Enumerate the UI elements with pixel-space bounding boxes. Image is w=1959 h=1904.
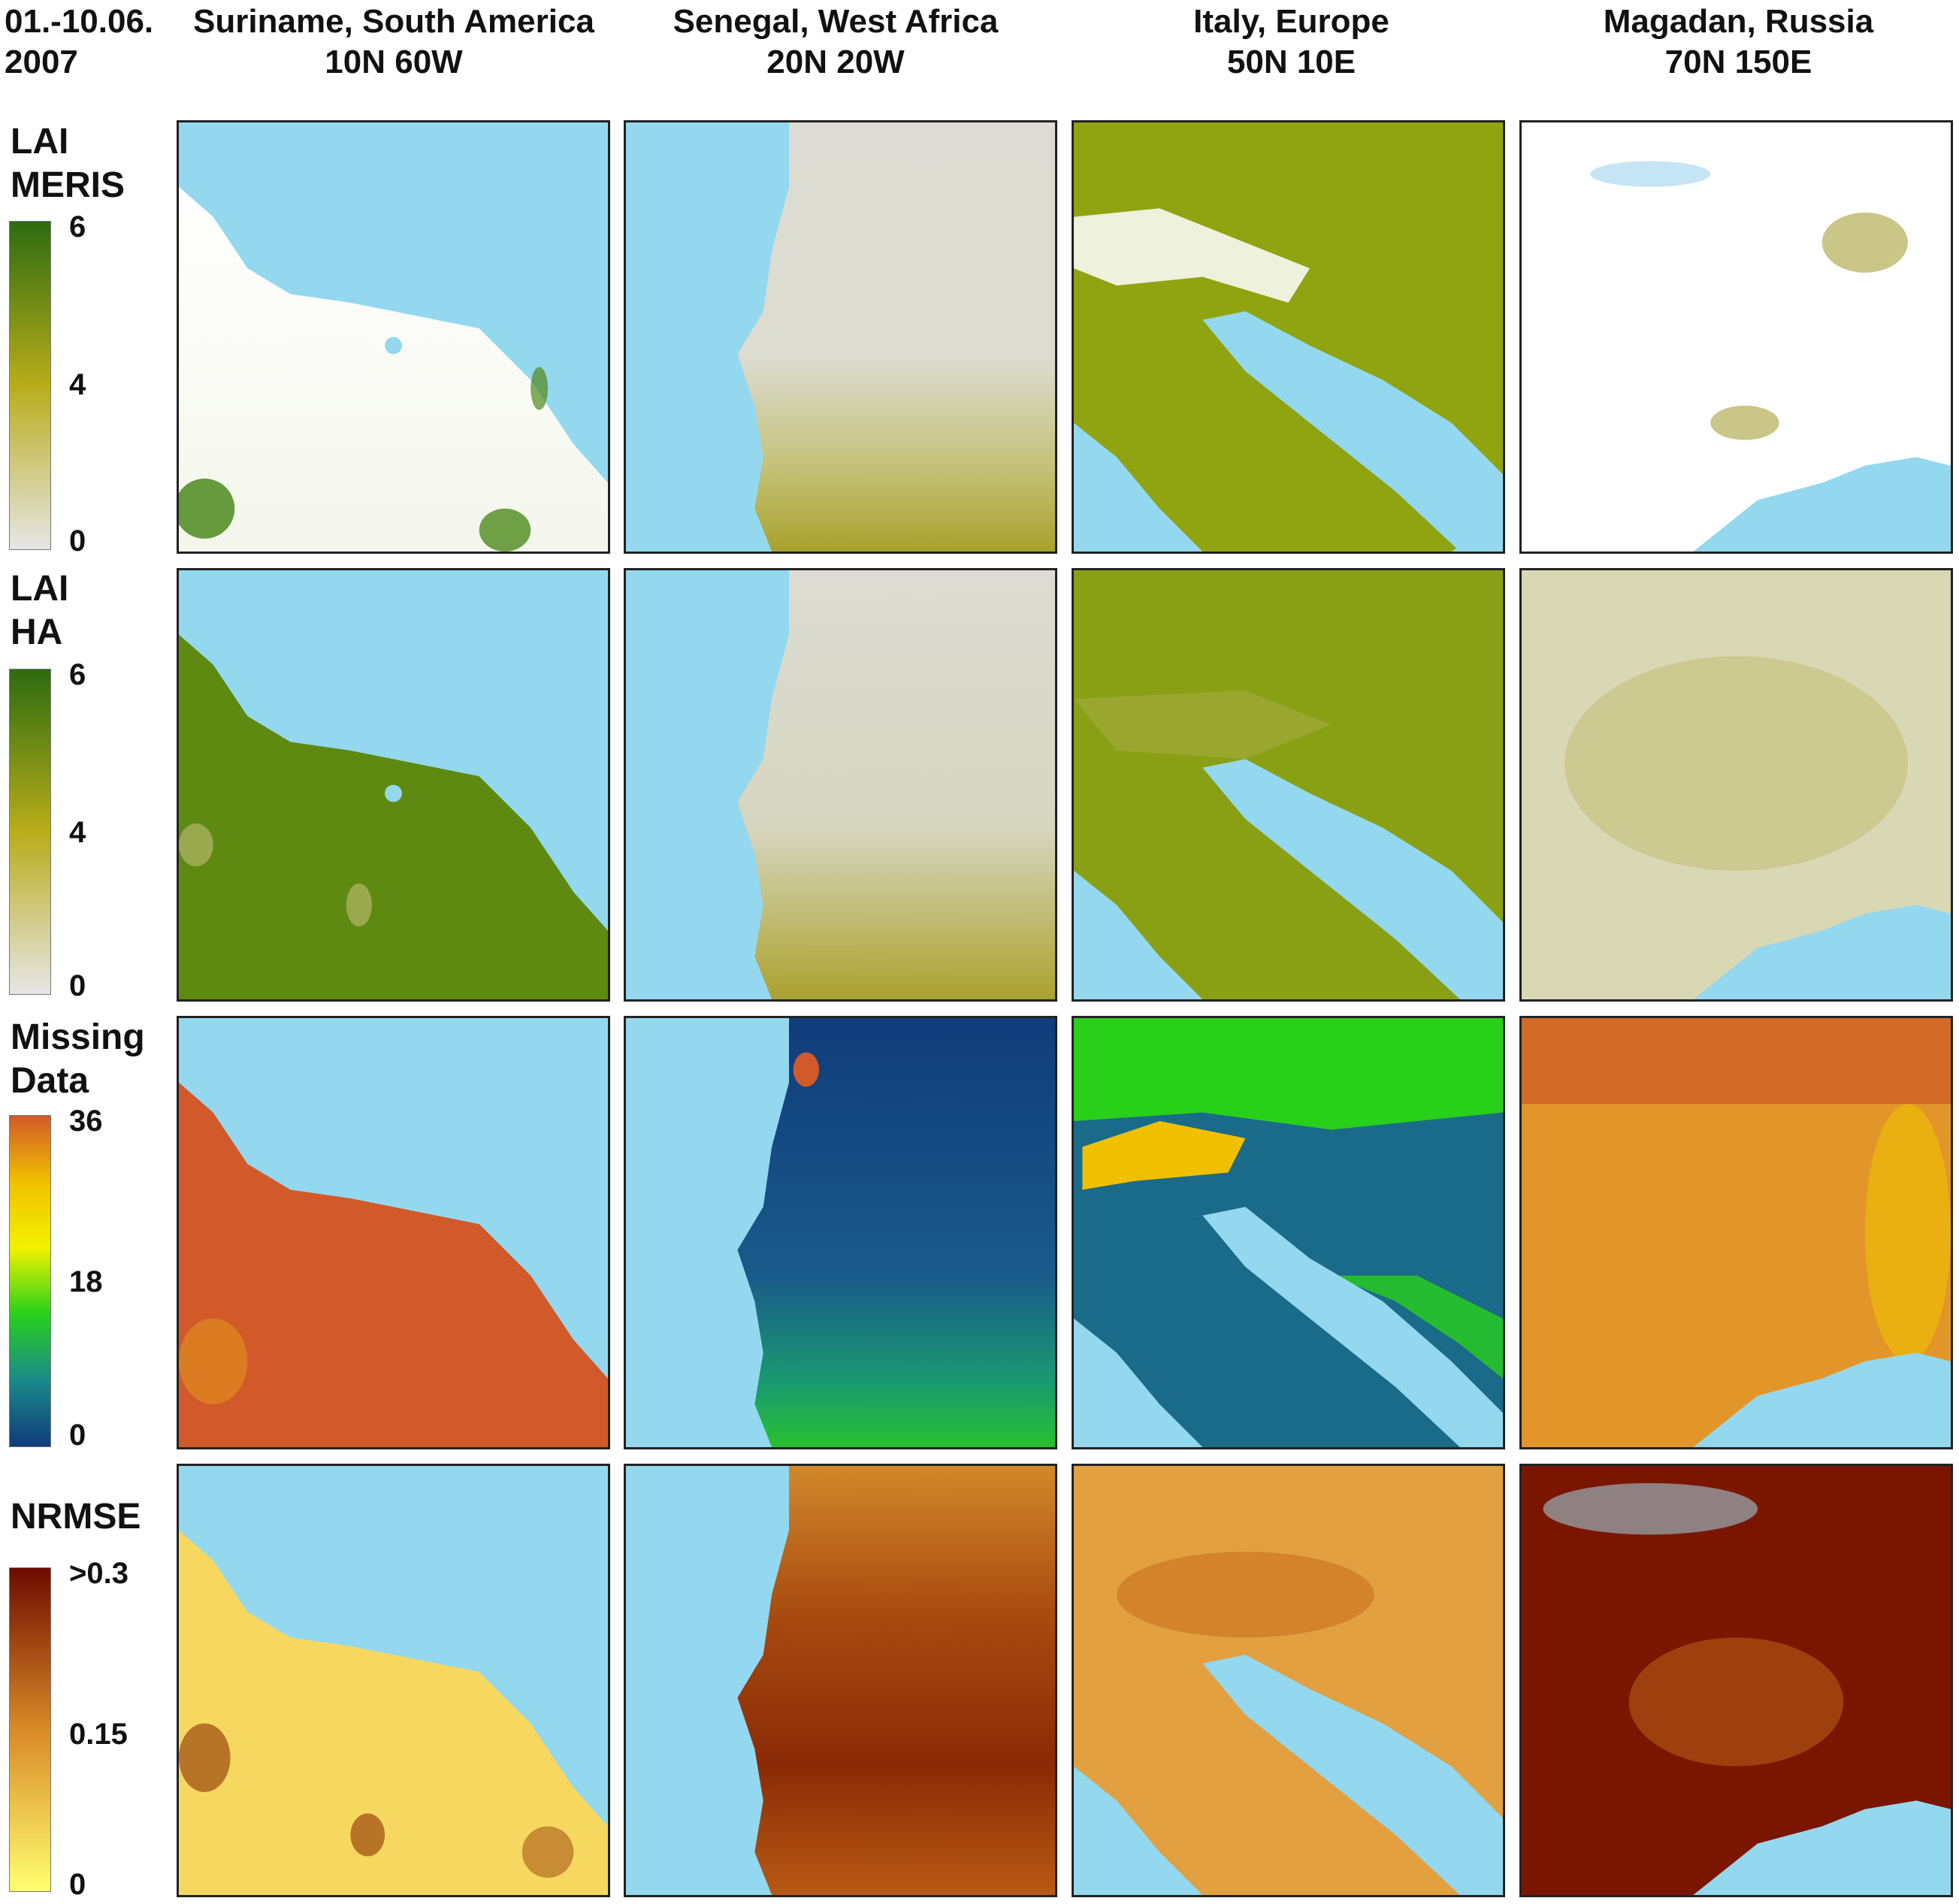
colorbar-tick-mid: 4 xyxy=(69,816,86,849)
map-senegal-lai-ha xyxy=(624,568,1057,1002)
column-header-italy: Italy, Europe 50N 10E xyxy=(1075,2,1508,83)
colorbar-tick-mid: 18 xyxy=(69,1265,103,1298)
row-label-line1: NRMSE xyxy=(11,1497,141,1537)
row-label-lai-meris: LAI MERIS xyxy=(11,120,125,207)
colorbar-tick-bottom: 0 xyxy=(69,969,86,1002)
colorbar-tick-top: 6 xyxy=(69,658,86,691)
column-title: Senegal, West Africa xyxy=(673,3,999,40)
row-label-nrmse: NRMSE xyxy=(11,1495,141,1539)
column-coords: 10N 60W xyxy=(325,44,463,80)
row-label-lai-ha: LAI HA xyxy=(11,567,68,654)
row-label-line2: Data xyxy=(11,1061,89,1101)
column-coords: 70N 150E xyxy=(1664,44,1812,80)
colorbar-lai-ha xyxy=(9,669,51,995)
colorbar-tick-top: 6 xyxy=(69,210,86,243)
row-label-line1: LAI xyxy=(11,569,69,609)
map-italy-nrmse xyxy=(1072,1464,1505,1897)
date-line2: 2007 xyxy=(5,44,78,80)
colorbar-tick-top: 36 xyxy=(69,1105,103,1138)
colorbar-tick-bottom: 0 xyxy=(69,1419,86,1452)
map-suriname-nrmse xyxy=(177,1464,610,1897)
colorbar-tick-bottom: 0 xyxy=(69,524,86,558)
column-header-magadan: Magadan, Russia 70N 150E xyxy=(1522,2,1955,83)
column-title: Italy, Europe xyxy=(1193,3,1389,40)
date-line1: 01.-10.06. xyxy=(5,3,154,40)
row-label-line1: LAI xyxy=(11,122,69,162)
colorbar-tick-top: >0.3 xyxy=(69,1557,128,1590)
row-label-line1: Missing xyxy=(11,1017,145,1057)
map-italy-lai-meris xyxy=(1072,120,1505,554)
colorbar-nrmse xyxy=(9,1567,51,1892)
colorbar-tick-mid: 0.15 xyxy=(69,1718,128,1751)
map-magadan-lai-meris xyxy=(1519,120,1953,554)
colorbar-tick-bottom: 0 xyxy=(69,1868,86,1901)
map-suriname-missing-data xyxy=(177,1016,610,1449)
column-header-senegal: Senegal, West Africa 20N 20W xyxy=(625,2,1046,83)
map-senegal-missing-data xyxy=(624,1016,1057,1449)
column-title: Suriname, South America xyxy=(193,3,594,40)
map-suriname-lai-ha xyxy=(177,568,610,1002)
column-title: Magadan, Russia xyxy=(1603,3,1874,40)
column-coords: 20N 20W xyxy=(766,44,905,80)
colorbar-lai-meris xyxy=(9,221,51,550)
map-magadan-nrmse xyxy=(1519,1464,1953,1897)
row-label-line2: HA xyxy=(11,612,63,652)
colorbar-missing-data xyxy=(9,1115,51,1447)
map-suriname-lai-meris xyxy=(177,120,610,554)
map-italy-lai-ha xyxy=(1072,568,1505,1002)
map-magadan-missing-data xyxy=(1519,1016,1953,1449)
row-label-line2: MERIS xyxy=(11,165,125,205)
map-magadan-lai-ha xyxy=(1519,568,1953,1002)
column-header-suriname: Suriname, South America 10N 60W xyxy=(180,2,607,83)
map-senegal-nrmse xyxy=(624,1464,1057,1897)
colorbar-tick-mid: 4 xyxy=(69,368,86,401)
date-label: 01.-10.06. 2007 xyxy=(5,2,153,83)
map-italy-missing-data xyxy=(1072,1016,1505,1449)
column-coords: 50N 10E xyxy=(1226,44,1356,80)
map-senegal-lai-meris xyxy=(624,120,1057,554)
row-label-missing-data: Missing Data xyxy=(11,1016,145,1103)
